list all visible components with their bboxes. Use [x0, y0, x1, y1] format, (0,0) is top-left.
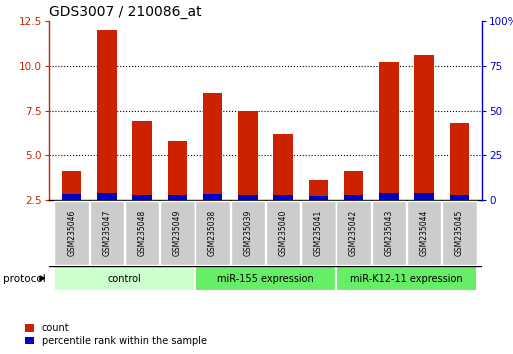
Text: GSM235039: GSM235039	[243, 210, 252, 256]
Bar	[379, 193, 399, 200]
Bar	[449, 123, 469, 200]
Bar	[449, 195, 469, 200]
FancyBboxPatch shape	[301, 201, 336, 265]
Bar	[273, 195, 293, 200]
Bar	[132, 195, 152, 200]
FancyBboxPatch shape	[54, 201, 89, 265]
Text: miR-155 expression: miR-155 expression	[217, 274, 314, 284]
Text: protocol: protocol	[3, 274, 45, 284]
Bar	[203, 93, 222, 200]
Bar	[62, 171, 82, 200]
FancyBboxPatch shape	[442, 201, 477, 265]
Bar	[379, 62, 399, 200]
Text: control: control	[108, 274, 142, 284]
Text: miR-K12-11 expression: miR-K12-11 expression	[350, 274, 463, 284]
Text: GSM235049: GSM235049	[173, 210, 182, 256]
FancyBboxPatch shape	[230, 201, 265, 265]
Bar	[309, 196, 328, 200]
Text: GSM235048: GSM235048	[137, 210, 147, 256]
Text: GSM235047: GSM235047	[103, 210, 111, 256]
Bar	[203, 194, 222, 200]
Text: GSM235046: GSM235046	[67, 210, 76, 256]
Text: GSM235041: GSM235041	[314, 210, 323, 256]
Bar	[273, 134, 293, 200]
Bar	[344, 195, 363, 200]
Bar	[415, 193, 434, 200]
Text: GSM235045: GSM235045	[455, 210, 464, 256]
FancyBboxPatch shape	[266, 201, 301, 265]
FancyBboxPatch shape	[195, 266, 336, 291]
FancyBboxPatch shape	[54, 266, 194, 291]
Text: GSM235044: GSM235044	[420, 210, 428, 256]
Bar	[344, 171, 363, 200]
Legend: count, percentile rank within the sample: count, percentile rank within the sample	[25, 323, 207, 346]
Text: GSM235040: GSM235040	[279, 210, 288, 256]
Bar	[97, 30, 116, 200]
Bar	[238, 195, 258, 200]
Text: GDS3007 / 210086_at: GDS3007 / 210086_at	[49, 5, 202, 19]
FancyBboxPatch shape	[337, 201, 371, 265]
Bar	[238, 110, 258, 200]
Text: GSM235038: GSM235038	[208, 210, 217, 256]
Bar	[168, 195, 187, 200]
FancyBboxPatch shape	[407, 201, 441, 265]
FancyBboxPatch shape	[337, 266, 477, 291]
Bar	[309, 180, 328, 200]
Text: GSM235042: GSM235042	[349, 210, 358, 256]
FancyBboxPatch shape	[195, 201, 230, 265]
FancyBboxPatch shape	[160, 201, 194, 265]
Bar	[168, 141, 187, 200]
FancyBboxPatch shape	[371, 201, 406, 265]
Bar	[132, 121, 152, 200]
Bar	[415, 55, 434, 200]
Text: GSM235043: GSM235043	[384, 210, 393, 256]
Bar	[62, 194, 82, 200]
FancyBboxPatch shape	[90, 201, 124, 265]
Bar	[97, 193, 116, 200]
FancyBboxPatch shape	[125, 201, 160, 265]
